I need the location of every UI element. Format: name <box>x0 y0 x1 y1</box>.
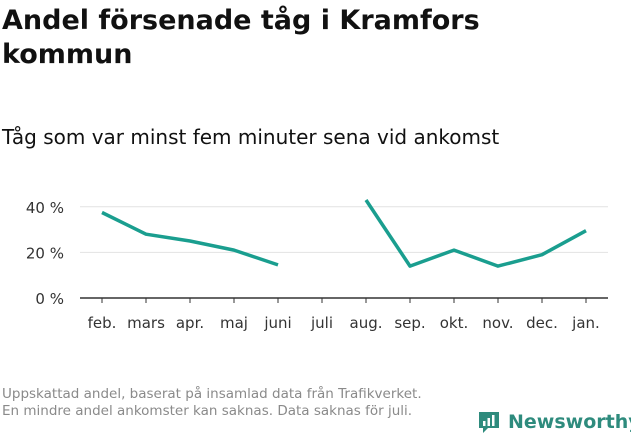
x-tick-label: jan. <box>571 314 600 332</box>
chart-subtitle: Tåg som var minst fem minuter sena vid a… <box>2 125 500 149</box>
grid-lines <box>80 206 608 253</box>
x-tick-label: mars <box>127 314 165 332</box>
chart-title: Andel försenade tåg i Kramfors kommun <box>2 5 480 70</box>
series-line-segment <box>364 199 587 268</box>
x-tick-label: sep. <box>394 314 425 332</box>
x-tick-label: juli <box>310 314 333 332</box>
x-tick-label: aug. <box>350 314 383 332</box>
x-tick-label: maj <box>220 314 248 332</box>
brand-name: Newsworthy <box>508 411 631 433</box>
x-tick-label: dec. <box>526 314 558 332</box>
y-axis-ticks: 0 % 20 % 40 % <box>26 199 64 308</box>
brand-logo: Newsworthy <box>476 409 631 435</box>
y-tick-label: 0 % <box>35 290 64 308</box>
x-axis: feb. mars apr. maj juni juli aug. sep. okt. nov. d… <box>80 297 608 332</box>
x-tick-label: juni <box>263 314 291 332</box>
y-tick-label: 40 % <box>26 199 64 217</box>
x-tick-label: apr. <box>176 314 204 332</box>
series-lines <box>101 199 587 268</box>
x-tick-label: feb. <box>88 314 117 332</box>
line-chart: 0 % 20 % 40 % feb. mars apr. maj juni juli aug. s… <box>26 199 608 332</box>
newsworthy-logo-icon <box>479 412 499 433</box>
x-tick-label: okt. <box>440 314 469 332</box>
y-tick-label: 20 % <box>26 244 64 262</box>
footnote: Uppskattad andel, baserat på insamlad da… <box>2 386 422 419</box>
x-tick-label: nov. <box>482 314 513 332</box>
series-line-segment <box>101 210 279 267</box>
